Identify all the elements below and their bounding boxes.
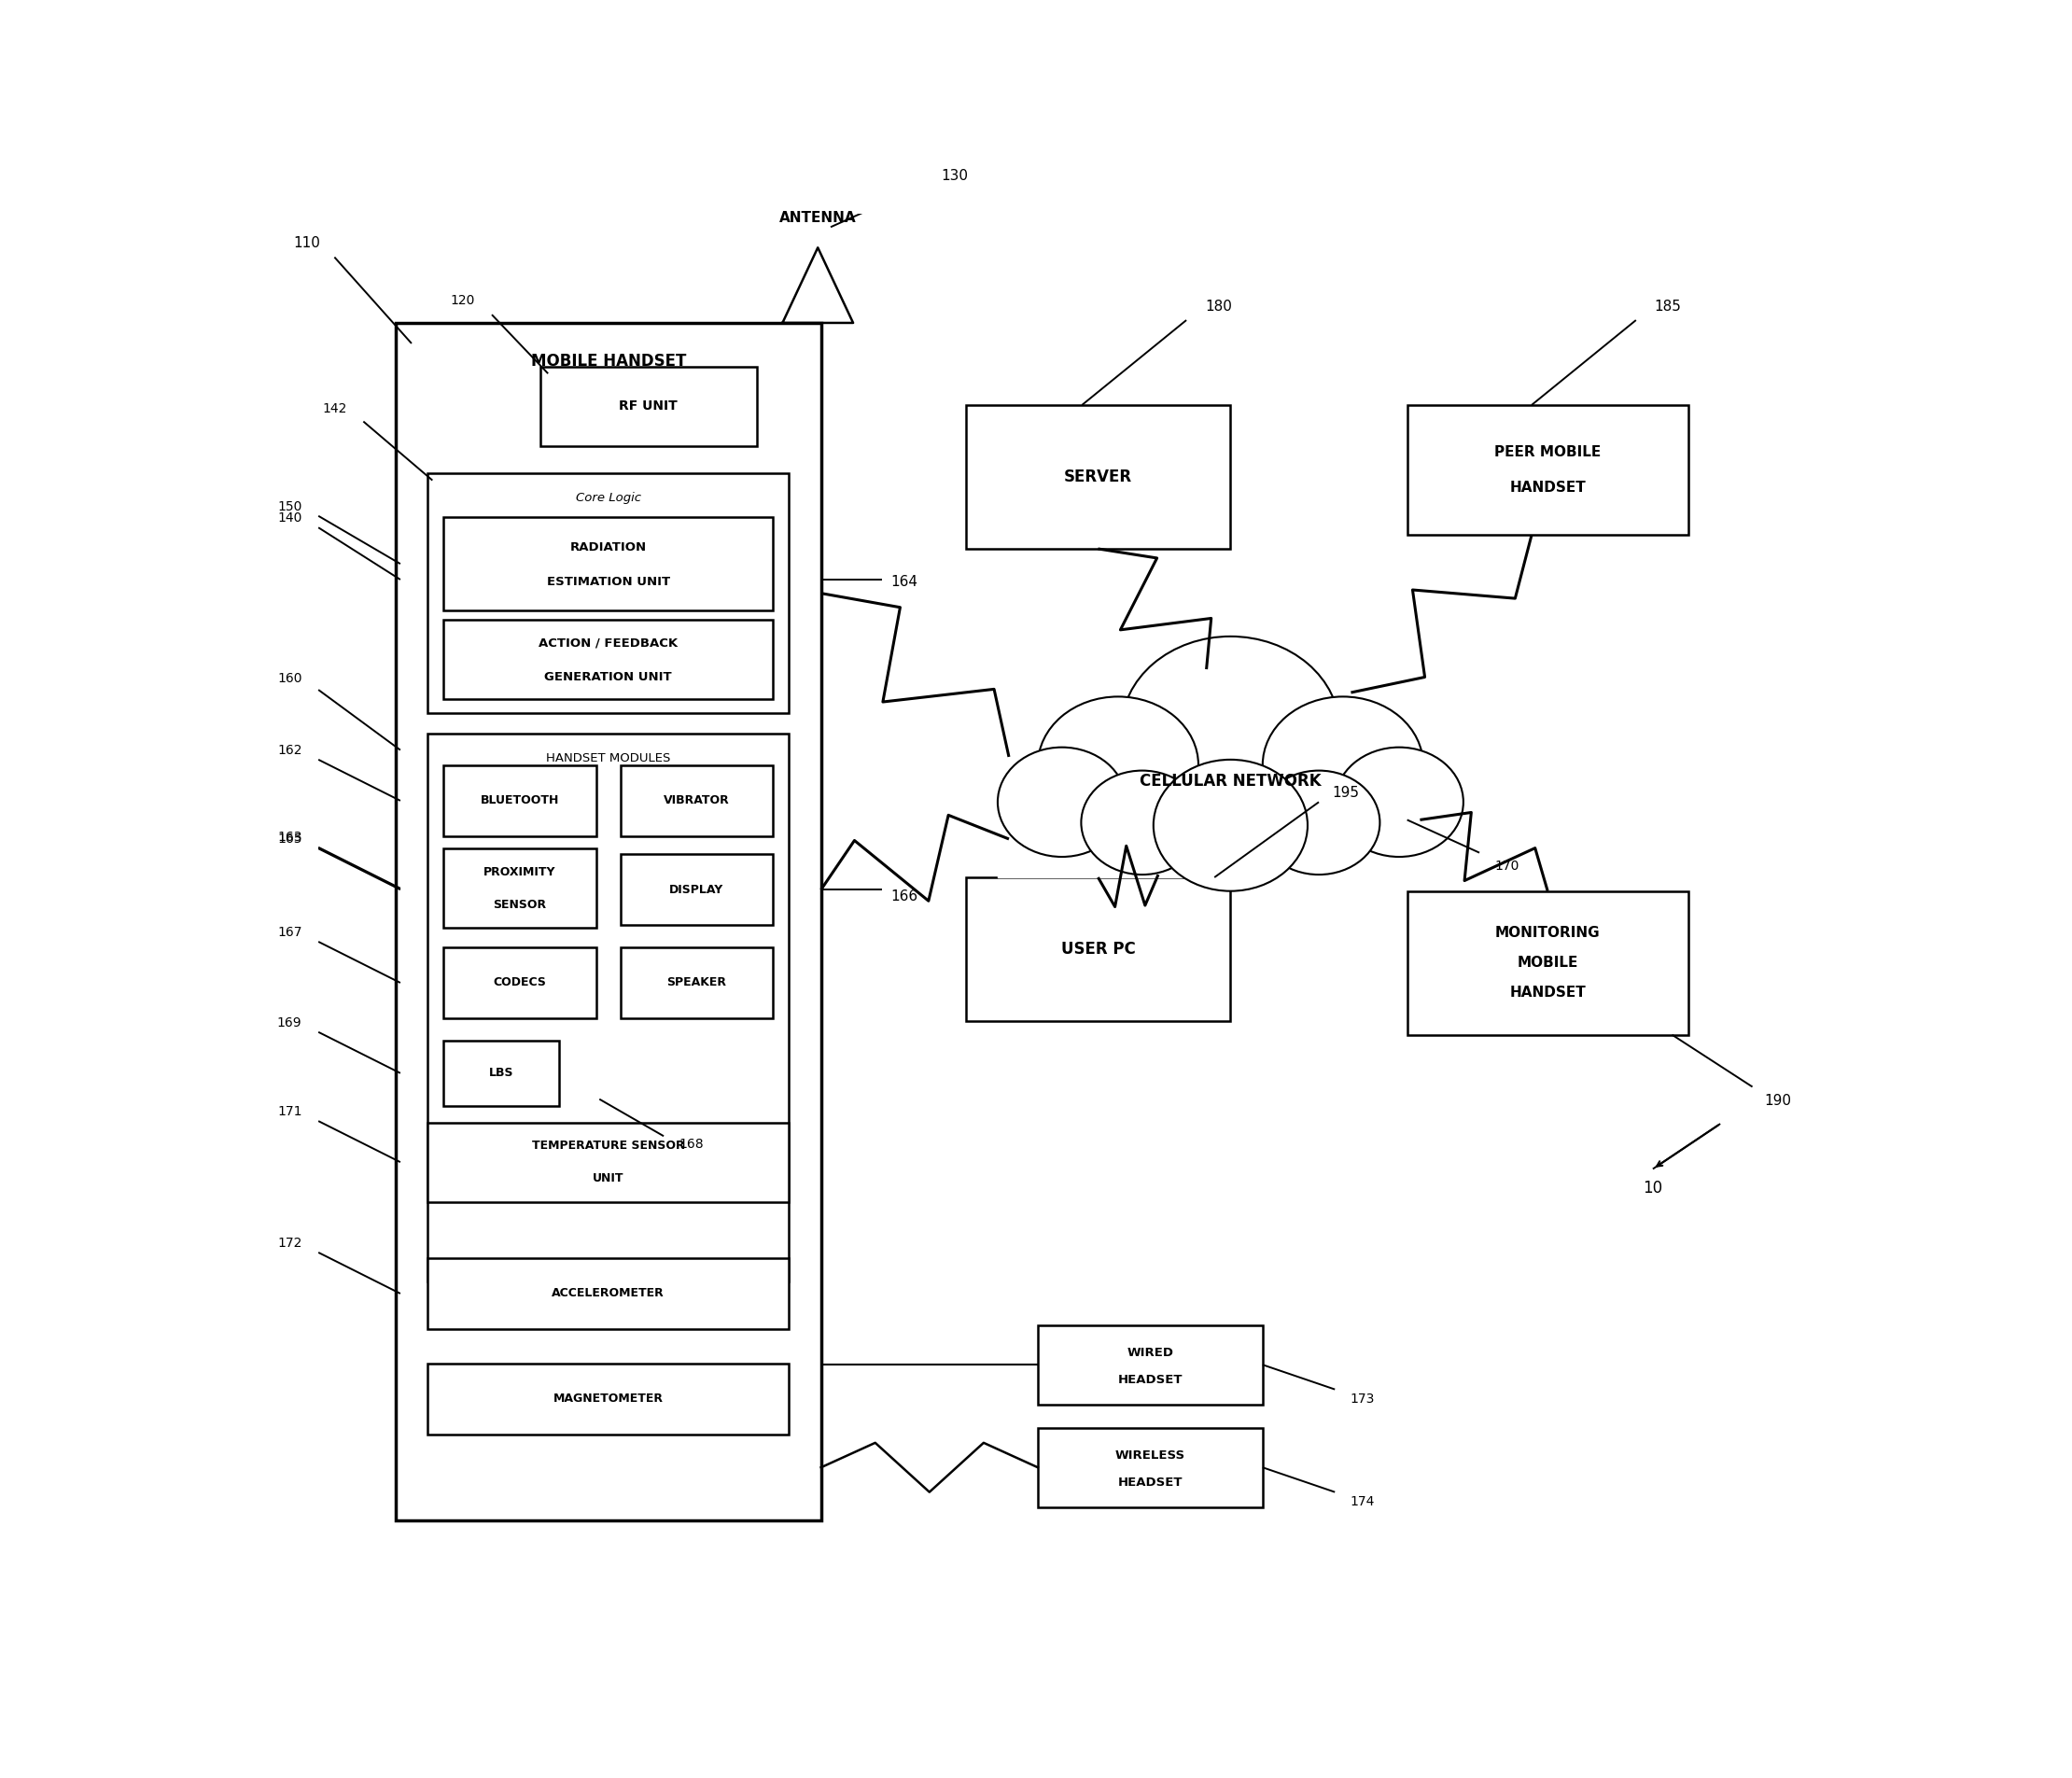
Text: UNIT: UNIT	[593, 1172, 624, 1184]
Text: SERVER: SERVER	[1063, 469, 1131, 485]
Text: 130: 130	[941, 169, 968, 183]
Circle shape	[1258, 770, 1380, 875]
Bar	[620, 948, 773, 1019]
Text: 169: 169	[278, 1015, 303, 1029]
Text: MONITORING: MONITORING	[1496, 926, 1600, 941]
Circle shape	[1154, 759, 1307, 891]
Circle shape	[1038, 697, 1198, 834]
Bar	[620, 853, 773, 925]
Text: ESTIMATION UNIT: ESTIMATION UNIT	[547, 576, 669, 589]
Circle shape	[1262, 697, 1423, 834]
Text: 142: 142	[321, 402, 346, 416]
Text: HANDSET MODULES: HANDSET MODULES	[547, 752, 671, 765]
Text: 195: 195	[1332, 786, 1359, 800]
Text: CODECS: CODECS	[493, 976, 547, 989]
Text: HANDSET: HANDSET	[1510, 480, 1585, 494]
Text: 160: 160	[278, 672, 303, 685]
Text: PEER MOBILE: PEER MOBILE	[1494, 444, 1602, 459]
Bar	[443, 948, 597, 1019]
Text: BLUETOOTH: BLUETOOTH	[481, 795, 559, 807]
Bar	[1407, 891, 1689, 1035]
Circle shape	[1334, 747, 1463, 857]
Text: VIBRATOR: VIBRATOR	[663, 795, 729, 807]
Text: 162: 162	[278, 743, 303, 757]
Bar	[427, 1122, 789, 1202]
Text: TEMPERATURE SENSOR: TEMPERATURE SENSOR	[533, 1140, 684, 1152]
Bar	[997, 775, 1463, 877]
Text: 120: 120	[450, 295, 474, 308]
Text: 172: 172	[278, 1236, 303, 1250]
Text: USER PC: USER PC	[1061, 941, 1135, 958]
Text: HEADSET: HEADSET	[1117, 1374, 1183, 1385]
Text: RF UNIT: RF UNIT	[620, 400, 678, 412]
Bar	[427, 1259, 789, 1330]
Text: GENERATION UNIT: GENERATION UNIT	[545, 672, 671, 683]
Bar	[443, 621, 773, 699]
Bar	[427, 734, 789, 1282]
Text: 165: 165	[278, 832, 303, 846]
Text: 185: 185	[1656, 299, 1682, 313]
Bar	[1038, 1325, 1262, 1405]
Text: 166: 166	[891, 889, 918, 903]
Text: SENSOR: SENSOR	[493, 898, 547, 910]
Text: PROXIMITY: PROXIMITY	[483, 866, 555, 878]
Text: 190: 190	[1765, 1093, 1792, 1108]
Text: ACCELEROMETER: ACCELEROMETER	[551, 1287, 665, 1300]
Text: SPEAKER: SPEAKER	[667, 976, 727, 989]
Text: MAGNETOMETER: MAGNETOMETER	[553, 1392, 663, 1405]
Text: LBS: LBS	[489, 1067, 514, 1079]
Text: WIRELESS: WIRELESS	[1115, 1449, 1185, 1462]
Text: 174: 174	[1349, 1495, 1374, 1508]
Text: 110: 110	[294, 236, 321, 251]
Text: 163: 163	[278, 830, 303, 845]
Bar	[443, 765, 597, 836]
Bar	[620, 765, 773, 836]
Text: 170: 170	[1494, 861, 1519, 873]
Text: Core Logic: Core Logic	[576, 493, 640, 505]
Text: DISPLAY: DISPLAY	[669, 884, 723, 896]
Text: 140: 140	[278, 512, 303, 525]
Text: CELLULAR NETWORK: CELLULAR NETWORK	[1140, 773, 1322, 789]
Bar	[966, 405, 1231, 549]
Text: 150: 150	[278, 500, 303, 512]
Text: MOBILE: MOBILE	[1517, 957, 1579, 971]
Text: 171: 171	[278, 1104, 303, 1118]
Text: MOBILE HANDSET: MOBILE HANDSET	[530, 352, 686, 370]
Text: 173: 173	[1349, 1392, 1374, 1405]
Bar	[396, 324, 821, 1520]
Text: ANTENNA: ANTENNA	[779, 210, 856, 224]
Bar	[427, 1364, 789, 1435]
Text: HANDSET: HANDSET	[1510, 987, 1585, 999]
Text: WIRED: WIRED	[1127, 1346, 1173, 1358]
Text: 10: 10	[1643, 1181, 1662, 1197]
Bar	[443, 1040, 559, 1106]
Text: 180: 180	[1206, 299, 1233, 313]
Bar	[1038, 1428, 1262, 1508]
Bar	[443, 848, 597, 928]
Bar	[427, 473, 789, 713]
Circle shape	[1082, 770, 1204, 875]
Text: ACTION / FEEDBACK: ACTION / FEEDBACK	[539, 637, 678, 649]
Text: 167: 167	[278, 926, 303, 939]
Bar	[966, 877, 1231, 1021]
Text: RADIATION: RADIATION	[570, 541, 646, 553]
Bar	[443, 517, 773, 610]
Text: HEADSET: HEADSET	[1117, 1476, 1183, 1488]
Text: 164: 164	[891, 576, 918, 589]
Bar	[541, 366, 756, 446]
Circle shape	[999, 747, 1127, 857]
Bar	[1407, 405, 1689, 535]
Text: 168: 168	[678, 1138, 702, 1150]
Circle shape	[1121, 637, 1341, 823]
